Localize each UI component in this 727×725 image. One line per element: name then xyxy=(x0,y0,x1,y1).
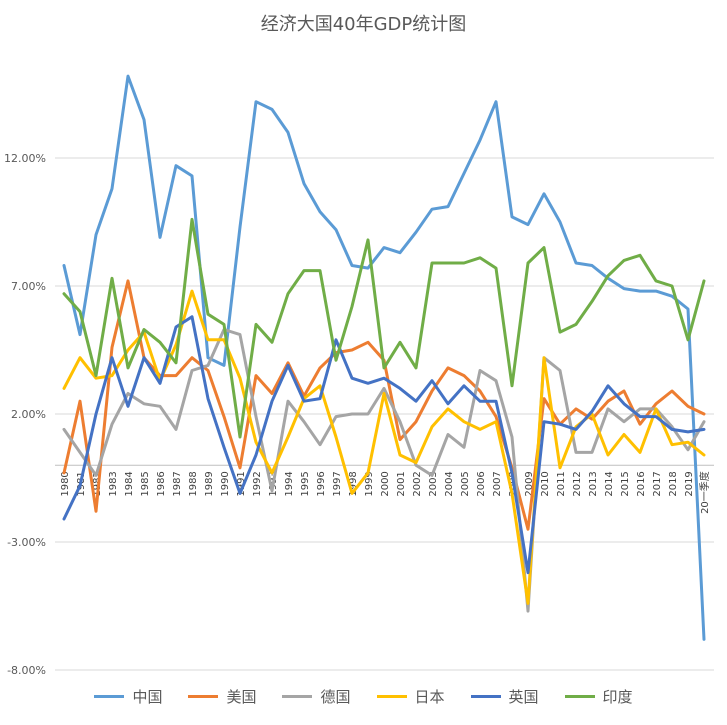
y-tick-label: -3.00% xyxy=(7,536,46,549)
legend-label: 美国 xyxy=(226,688,257,706)
series-line-德国 xyxy=(62,328,706,613)
x-tick-label: 1990 xyxy=(220,471,231,496)
x-tick-label: 1986 xyxy=(156,471,167,496)
y-tick-label: 12.00% xyxy=(4,152,46,165)
y-tick-label: 2.00% xyxy=(11,408,46,421)
x-tick-label: 2007 xyxy=(492,471,503,496)
legend-swatch xyxy=(564,695,595,698)
legend-item: 英国 xyxy=(470,686,539,707)
legend-item: 日本 xyxy=(376,686,445,707)
x-tick-label: 2013 xyxy=(588,471,599,496)
x-tick-label: 2001 xyxy=(396,471,407,496)
y-tick-label: -8.00% xyxy=(7,664,46,677)
legend-label: 日本 xyxy=(414,688,445,706)
legend-item: 印度 xyxy=(564,686,633,707)
x-tick-label: 1992 xyxy=(252,471,263,496)
x-tick-label: 2004 xyxy=(444,471,455,496)
x-tick-label: 2016 xyxy=(636,471,647,496)
legend-swatch xyxy=(188,695,219,698)
x-tick-label: 2000 xyxy=(380,471,391,496)
series-line-英国 xyxy=(62,315,706,575)
x-tick-label: 1989 xyxy=(204,471,215,496)
legend-swatch xyxy=(94,695,125,698)
legend-label: 印度 xyxy=(602,688,633,706)
legend-item: 德国 xyxy=(282,686,351,707)
x-tick-label: 1988 xyxy=(188,471,199,496)
x-tick-label: 20一季度 xyxy=(698,471,711,514)
x-tick-label: 1991 xyxy=(236,471,247,496)
series-line-印度 xyxy=(62,217,706,439)
x-tick-label: 1987 xyxy=(172,471,183,496)
x-tick-label: 2006 xyxy=(476,471,487,496)
x-tick-label: 2019 xyxy=(684,471,695,496)
x-tick-label: 1999 xyxy=(364,471,375,496)
x-tick-label: 1995 xyxy=(300,471,311,496)
x-tick-label: 2002 xyxy=(412,471,423,496)
legend-item: 美国 xyxy=(188,686,256,707)
legend-swatch xyxy=(470,695,501,698)
y-tick-label: 7.00% xyxy=(11,280,46,293)
x-tick-label: 1983 xyxy=(108,471,119,496)
x-tick-label: 1984 xyxy=(124,471,135,496)
x-tick-label: 2003 xyxy=(428,471,439,496)
x-tick-label: 1994 xyxy=(284,471,295,496)
x-tick-label: 2012 xyxy=(572,471,583,496)
legend-label: 中国 xyxy=(132,688,163,706)
x-tick-label: 1996 xyxy=(316,471,327,496)
x-tick-label: 2017 xyxy=(652,471,663,496)
x-tick-label: 2014 xyxy=(604,471,615,496)
legend-swatch xyxy=(376,695,407,698)
legend-label: 德国 xyxy=(320,688,351,706)
x-tick-label: 1998 xyxy=(348,471,359,496)
legend-label: 英国 xyxy=(508,688,539,706)
x-tick-label: 1980 xyxy=(60,471,71,496)
x-tick-label: 1985 xyxy=(140,471,151,496)
x-tick-label: 2010 xyxy=(540,471,551,496)
x-tick-label: 2005 xyxy=(460,471,471,496)
x-tick-label: 1997 xyxy=(332,471,343,496)
chart-legend: 中国 美国 德国 日本 英国 印度 xyxy=(0,686,727,707)
chart-title: 经济大国40年GDP统计图 xyxy=(260,14,467,35)
x-tick-label: 2011 xyxy=(556,471,567,496)
legend-item: 中国 xyxy=(94,686,162,707)
x-tick-label: 2018 xyxy=(668,471,679,496)
x-tick-label: 2015 xyxy=(620,471,631,496)
x-tick-label: 2009 xyxy=(524,471,535,496)
legend-swatch xyxy=(282,695,313,698)
series-line-日本 xyxy=(62,289,706,605)
series-line-中国 xyxy=(62,74,706,641)
